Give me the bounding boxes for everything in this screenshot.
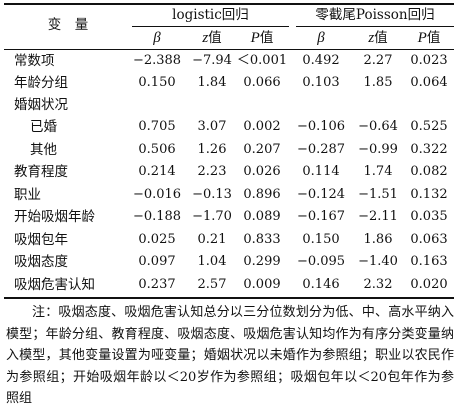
col-header-0: β <box>127 29 187 47</box>
group2-underline <box>296 26 454 27</box>
col-symbol: z <box>202 30 209 46</box>
table-cell: 1.85 <box>363 75 393 90</box>
table-cell: 1.84 <box>197 75 227 90</box>
col-header-4: z值 <box>348 29 408 47</box>
table-cell: −0.124 <box>296 187 346 202</box>
table-cell: ＜0.001 <box>236 53 288 68</box>
table-cell: −0.167 <box>296 209 346 224</box>
table-cell: 3.07 <box>197 119 227 134</box>
table-cell: 0.020 <box>410 277 448 292</box>
row-label: 已婚 <box>30 119 57 135</box>
col-header-3: β <box>291 29 351 47</box>
table-cell: 0.146 <box>302 277 340 292</box>
table-cell: 0.163 <box>410 254 448 269</box>
table-cell: −2.11 <box>358 209 398 224</box>
row-label: 教育程度 <box>14 164 68 180</box>
table-note: 注：吸烟态度、吸烟危害认知总分以三分位数划分为低、中、高水平纳入模型；年龄分组、… <box>6 305 454 406</box>
table-cell: −0.106 <box>296 119 346 134</box>
poisson-header: 零截尾Poisson回归 <box>315 7 435 23</box>
table-cell: 2.23 <box>197 164 227 179</box>
table-cell: −1.70 <box>192 209 232 224</box>
table-cell: 0.150 <box>138 75 176 90</box>
table-cell: 0.103 <box>302 75 340 90</box>
col-suffix: 值 <box>259 30 274 46</box>
table-cell: −1.40 <box>358 254 398 269</box>
col-suffix: 值 <box>208 30 222 46</box>
table-cell: −0.13 <box>192 187 232 202</box>
table-cell: −2.388 <box>132 53 182 68</box>
row-label: 吸烟包年 <box>14 232 68 248</box>
table-cell: 0.322 <box>410 142 448 157</box>
col-header-1: z值 <box>182 29 242 47</box>
row-label: 婚姻状况 <box>14 97 68 113</box>
table-cell: 0.833 <box>243 232 281 247</box>
table-cell: −0.188 <box>132 209 182 224</box>
header-rule <box>4 49 454 50</box>
table-cell: 2.32 <box>363 277 393 292</box>
row-label: 吸烟危害认知 <box>14 277 95 293</box>
table-cell: 0.705 <box>138 119 176 134</box>
table-cell: 0.026 <box>243 164 281 179</box>
top-rule <box>4 3 454 5</box>
table-cell: −0.016 <box>132 187 182 202</box>
col-symbol: z <box>368 30 375 46</box>
table-cell: 1.86 <box>363 232 393 247</box>
row-label: 年龄分组 <box>14 75 68 91</box>
row-label: 开始吸烟年龄 <box>14 209 95 225</box>
table-cell: 1.04 <box>197 254 227 269</box>
table-cell: −0.095 <box>296 254 346 269</box>
row-label: 职业 <box>14 187 41 203</box>
table-cell: −0.99 <box>358 142 398 157</box>
col-symbol: P <box>417 30 427 46</box>
col-symbol: β <box>153 30 161 46</box>
table-cell: 0.132 <box>410 187 448 202</box>
table-cell: 0.525 <box>410 119 448 134</box>
table-cell: 0.089 <box>243 209 281 224</box>
table-cell: 1.26 <box>197 142 227 157</box>
table-cell: 0.207 <box>243 142 281 157</box>
group1-underline <box>132 26 289 27</box>
table-cell: 0.002 <box>243 119 281 134</box>
table-cell: −7.94 <box>192 53 232 68</box>
logistic-header: logistic回归 <box>172 7 249 23</box>
table-cell: 2.27 <box>363 53 393 68</box>
table-cell: 0.150 <box>302 232 340 247</box>
table-cell: 0.009 <box>243 277 281 292</box>
variable-header: 变 量 <box>47 17 89 33</box>
table-cell: 0.064 <box>410 75 448 90</box>
table-cell: −0.287 <box>296 142 346 157</box>
table-cell: 0.237 <box>138 277 176 292</box>
table-cell: −1.51 <box>358 187 398 202</box>
table-cell: 0.896 <box>243 187 281 202</box>
bottom-rule <box>4 297 454 299</box>
table-cell: 0.299 <box>243 254 281 269</box>
table-cell: 0.21 <box>197 232 227 247</box>
table-cell: 0.114 <box>302 164 340 179</box>
table-cell: 0.214 <box>138 164 176 179</box>
table-cell: 0.035 <box>410 209 448 224</box>
table-cell: −0.64 <box>358 119 398 134</box>
table-cell: 0.063 <box>410 232 448 247</box>
table-cell: 2.57 <box>197 277 227 292</box>
row-label: 吸烟态度 <box>14 254 68 270</box>
col-symbol: β <box>317 30 325 46</box>
row-label: 其他 <box>30 142 57 158</box>
col-suffix: 值 <box>426 30 441 46</box>
table-cell: 0.023 <box>410 53 448 68</box>
col-header-5: P值 <box>399 29 459 47</box>
table-cell: 0.066 <box>243 75 281 90</box>
row-label: 常数项 <box>14 53 55 69</box>
table-cell: 0.025 <box>138 232 176 247</box>
table-cell: 0.506 <box>138 142 176 157</box>
table-cell: 0.097 <box>138 254 176 269</box>
table-cell: 0.082 <box>410 164 448 179</box>
table-cell: 1.74 <box>363 164 393 179</box>
table-cell: 0.492 <box>302 53 340 68</box>
col-suffix: 值 <box>374 30 388 46</box>
col-symbol: P <box>250 30 260 46</box>
col-header-2: P值 <box>232 29 292 47</box>
